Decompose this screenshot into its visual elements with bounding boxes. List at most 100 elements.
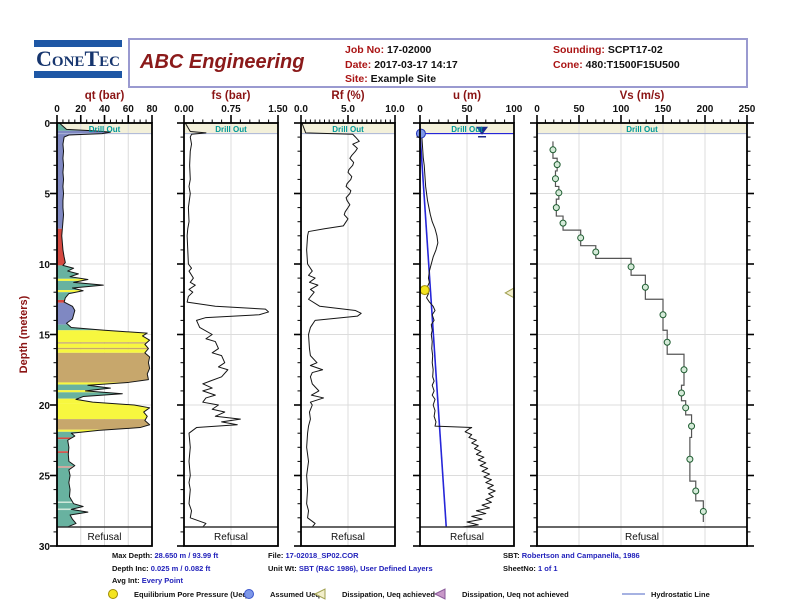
footer-label: Max Depth: [112,551,155,560]
footer-value: Every Point [141,576,183,585]
legend-item-dissipation-achieved: Dissipation, Ueq achieved [312,587,435,601]
field-label: Cone: [553,58,586,71]
axis-tick-label: 150 [655,104,672,115]
field-label: Site: [345,73,371,85]
vs-data-point [692,487,700,495]
axis-tick-label: 0 [534,104,540,115]
fs-trace [184,122,270,528]
axis-tick-label: 5.0 [341,104,355,115]
panel-fs: Refusal Drill Out 0.00 0.75 1.50 fs (bar) [174,90,288,547]
drill-out-label: Drill Out [332,125,364,134]
footer-value: SBT (R&C 1986), User Defined Layers [298,563,433,573]
depth-tick-label: 10 [39,260,51,271]
conetec-logo: ConeTec [34,40,122,78]
assumed-ueq-marker [415,128,426,139]
legend-label: Assumed Ueq [270,589,321,599]
legend-item-assumed-ueq: Assumed Ueq [240,587,320,601]
footer-value: 17-02018_SP02.COR [285,551,359,560]
legend-item-dissipation-not-achieved: Dissipation, Ueq not achieved [432,587,569,601]
vs-data-point [682,404,690,412]
header-field: Date: 2017-03-17 14:17 [345,58,458,73]
axis-tick-label: 100 [613,104,630,115]
footer-label: SBT: [503,551,522,560]
field-label: Sounding: [553,44,608,56]
axis-tick-label: 80 [146,104,158,115]
company-name: ABC Engineering [140,51,305,73]
legend-label: Equilibrium Pore Pressure (Ueq) [134,589,250,599]
footer-line: Depth Inc: 0.025 m / 0.082 ft [112,563,218,576]
footer-line: File: 17-02018_SP02.COR [268,550,433,563]
header-field: Job No: 17-02000 [345,43,458,58]
panel-title: Rf (%) [331,90,364,102]
header-fields-left: Job No: 17-02000 Date: 2017-03-17 14:17 Si… [345,43,458,87]
vs-data-point [552,204,560,212]
depth-tick-label: 30 [39,542,51,553]
refusal-label: Refusal [214,532,248,543]
axis-tick-label: 0.75 [221,104,241,115]
vs-data-point [686,455,694,463]
footer-line: SBT: Robertson and Campanella, 1986 [503,550,640,563]
field-label: Job No: [345,44,387,56]
footer-line: Unit Wt: SBT (R&C 1986), User Defined La… [268,563,433,576]
vs-data-point [627,263,635,271]
footer-line: Avg Int: Every Point [112,575,218,588]
triangle-filled-icon [433,588,446,600]
drill-out-label: Drill Out [89,125,121,134]
axis-tick-label: 0.0 [294,104,308,115]
refusal-label: Refusal [450,532,484,543]
panel-title: u (m) [453,90,481,102]
header-box: ABC Engineering Job No: 17-02000 Date: 20… [128,38,748,88]
axis-tick-label: 100 [506,104,523,115]
field-value: SCPT17-02 [607,44,663,56]
panel-qt: Refusal Drill Out 0 20 40 60 80 qt (bar) [50,90,158,547]
legend-item-hydrostatic-line: Hydrostatic Line [621,587,710,601]
line-blue-icon [622,593,645,595]
depth-axis: 0 5 10 15 20 25 30 Depth (meters) [18,119,50,553]
panel-title: fs (bar) [212,90,251,102]
axis-tick-label: 20 [75,104,87,115]
field-label: Date: [345,58,375,71]
footer-line: Max Depth: 28.650 m / 93.99 ft [112,550,218,563]
qt-trace [59,122,151,528]
refusal-label: Refusal [625,532,659,543]
footer-column-2: File: 17-02018_SP02.COR Unit Wt: SBT (R&C… [268,550,433,575]
vs-data-point [559,219,567,227]
footer: Max Depth: 28.650 m / 93.99 ft Depth Inc:… [0,550,792,590]
equilibrium-ueq-marker [419,285,430,296]
vs-data-point [641,283,649,291]
refusal-label: Refusal [331,532,365,543]
vs-data-point [677,389,685,397]
axis-tick-label: 0 [54,104,60,115]
panel-title: Vs (m/s) [620,90,665,102]
vs-data-point [577,234,585,242]
footer-value: 28.650 m / 93.99 ft [154,551,219,560]
refusal-label: Refusal [88,532,122,543]
axis-tick-label: 10.0 [385,104,405,115]
circle-blue-icon [244,589,254,599]
field-value: 480:T1500F15U500 [585,58,680,71]
drill-out-label: Drill Out [215,125,247,134]
footer-column-3: SBT: Robertson and Campanella, 1986 Sheet… [503,550,640,575]
hydrostatic-line [419,133,448,528]
legend-label: Dissipation, Ueq achieved [342,589,435,599]
u-trace [421,133,496,528]
axis-tick-label: 40 [99,104,111,115]
depth-tick-label: 25 [39,472,51,483]
field-value: 2017-03-17 14:17 [374,58,458,71]
panel-rf: Refusal Drill Out 0.0 5.0 10.0 Rf (%) [294,90,405,547]
vs-data-point [551,175,559,183]
header-field: Sounding: SCPT17-02 [553,43,680,58]
footer-value: 0.025 m / 0.082 ft [150,563,211,573]
vs-data-point [553,161,561,169]
depth-tick-label: 15 [39,331,51,342]
header-field: Cone: 480:T1500F15U500 [553,58,680,73]
vs-data-point [549,146,557,154]
panel-u: Refusal Drill Out 0 50 100 u (m) [413,90,523,547]
axis-tick-label: 1.50 [268,104,288,115]
footer-label: Depth Inc: [112,563,151,573]
depth-axis-title: Depth (meters) [18,295,30,373]
field-value: Example Site [370,73,437,85]
panel-title: qt (bar) [85,90,125,102]
